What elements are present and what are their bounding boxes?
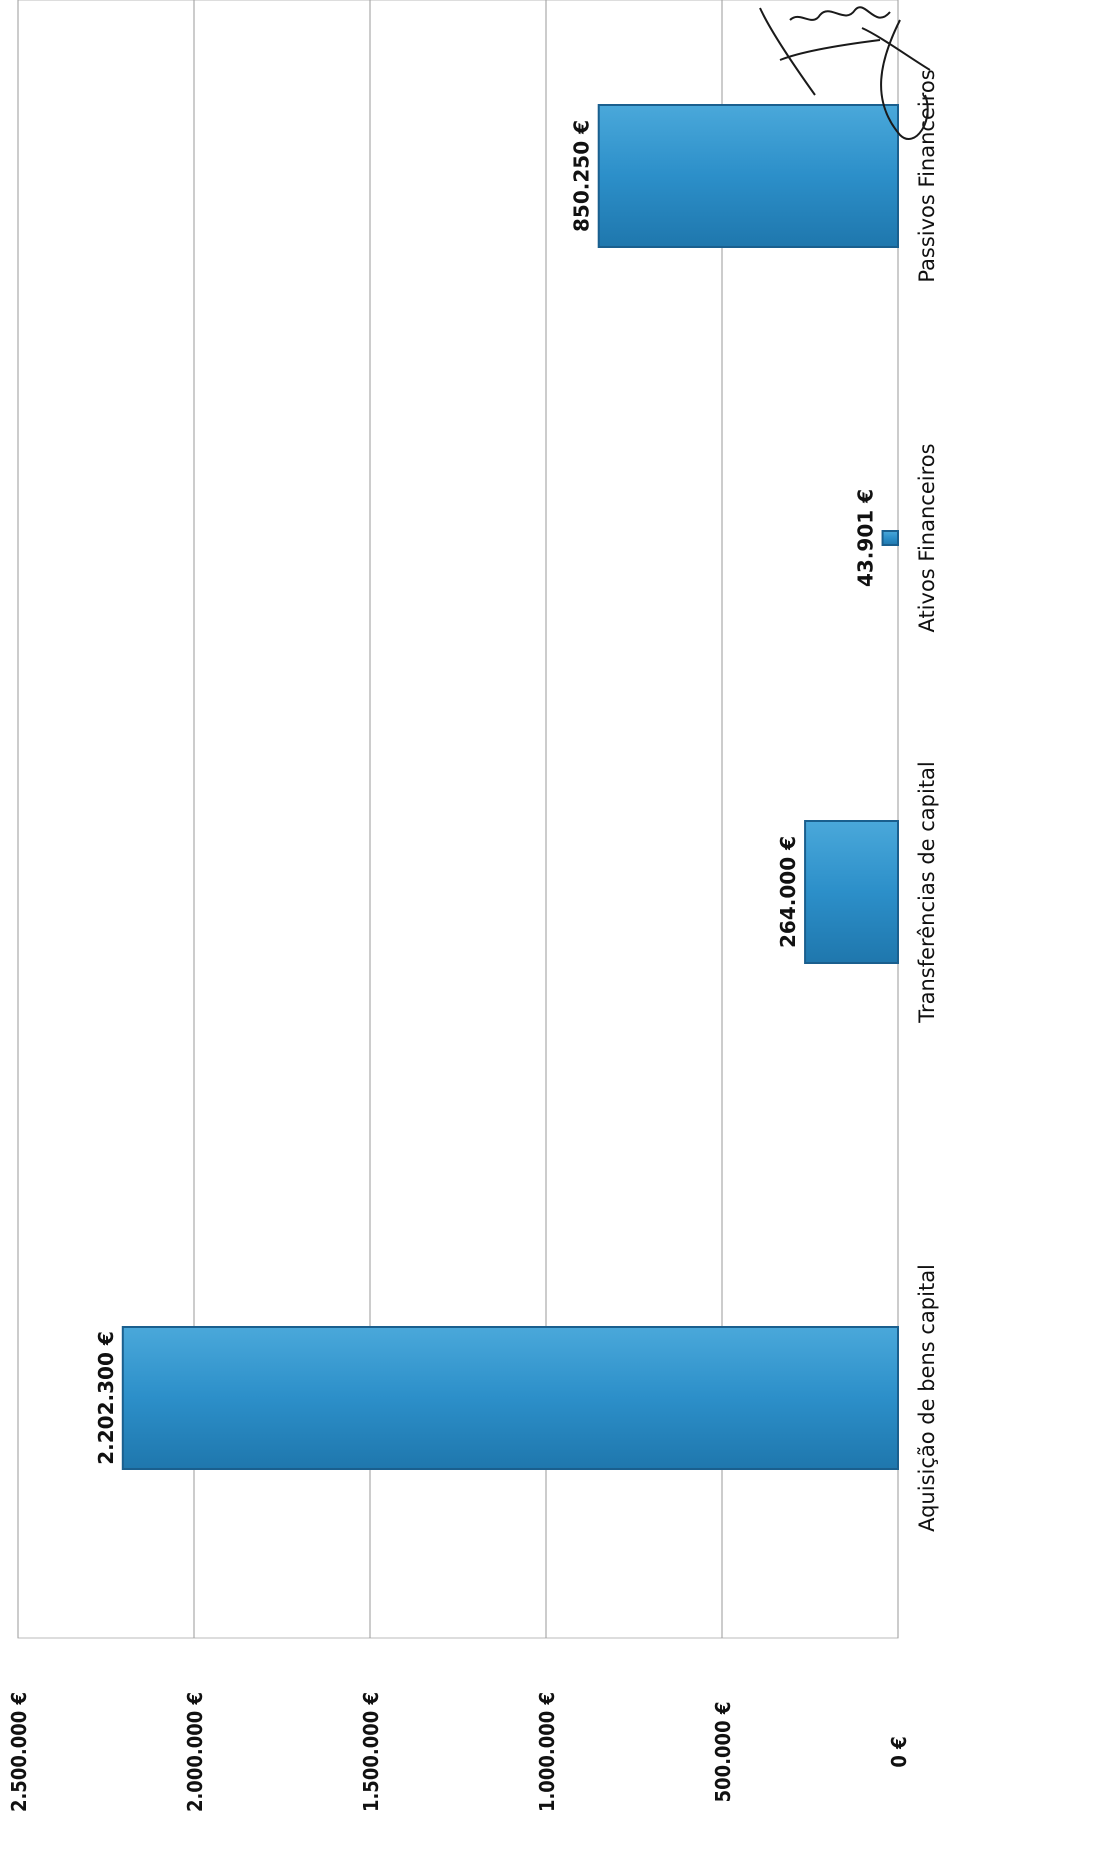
category-label: Ativos Financeiros	[915, 443, 939, 632]
bar	[804, 820, 900, 964]
category-label: Aquisição de bens capital	[915, 1264, 939, 1532]
bar	[881, 530, 900, 546]
bars	[121, 104, 900, 1470]
data-labels: 2.202.300 € 264.000 € 43.901 € 850.250 €	[94, 120, 878, 1465]
tick-label: 1.500.000 €	[359, 1692, 383, 1812]
category-labels: Aquisição de bens capital Transferências …	[915, 69, 939, 1532]
tick-label: 1.000.000 €	[535, 1692, 559, 1812]
value-axis-ticks: 0 € 500.000 € 1.000.000 € 1.500.000 € 2.000.…	[7, 1692, 911, 1812]
tick-label: 0 €	[887, 1736, 911, 1767]
tick-label: 2.000.000 €	[183, 1692, 207, 1812]
bar	[121, 1326, 899, 1470]
data-label: 2.202.300 €	[94, 1331, 118, 1465]
data-label: 43.901 €	[854, 489, 878, 587]
category-label: Transferências de capital	[915, 761, 939, 1024]
data-label: 850.250 €	[570, 120, 594, 232]
data-label: 264.000 €	[776, 836, 800, 948]
tick-label: 500.000 €	[711, 1702, 735, 1803]
tick-label: 2.500.000 €	[7, 1692, 31, 1812]
bar	[597, 104, 899, 248]
signature-mark	[759, 6, 931, 140]
